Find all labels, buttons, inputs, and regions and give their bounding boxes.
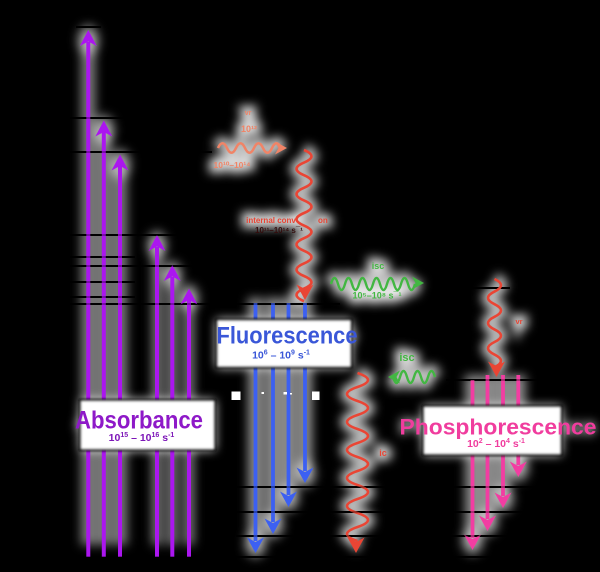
svg-text:Phosphorescence: Phosphorescence (400, 415, 597, 440)
svg-text:isc: isc (399, 352, 414, 364)
svg-text:ic: ic (379, 448, 387, 458)
svg-text:10¹⁰–10¹⁴: 10¹⁰–10¹⁴ (214, 160, 251, 170)
svg-text:Absorbance: Absorbance (75, 407, 203, 435)
svg-text:10¹¹–10¹⁴ s¯¹: 10¹¹–10¹⁴ s¯¹ (255, 226, 303, 235)
svg-text:102 – 104 s-1: 102 – 104 s-1 (467, 438, 525, 450)
svg-text:1015 – 1016 s-1: 1015 – 1016 s-1 (109, 432, 175, 444)
svg-text:isc: isc (372, 261, 385, 271)
svg-text:internal conv: internal conv (246, 216, 296, 225)
svg-text:isc: isc (399, 352, 414, 364)
svg-text:Fluorescence: Fluorescence (217, 323, 358, 350)
svg-text:vr: vr (515, 317, 522, 326)
svg-text:vr: vr (245, 110, 252, 117)
svg-text:106 – 109 s-1: 106 – 109 s-1 (252, 350, 310, 362)
svg-text:10¹²: 10¹² (241, 124, 257, 134)
svg-text:on: on (318, 216, 328, 225)
svg-text:10⁵–10⁸ s¯¹: 10⁵–10⁸ s¯¹ (353, 291, 402, 301)
